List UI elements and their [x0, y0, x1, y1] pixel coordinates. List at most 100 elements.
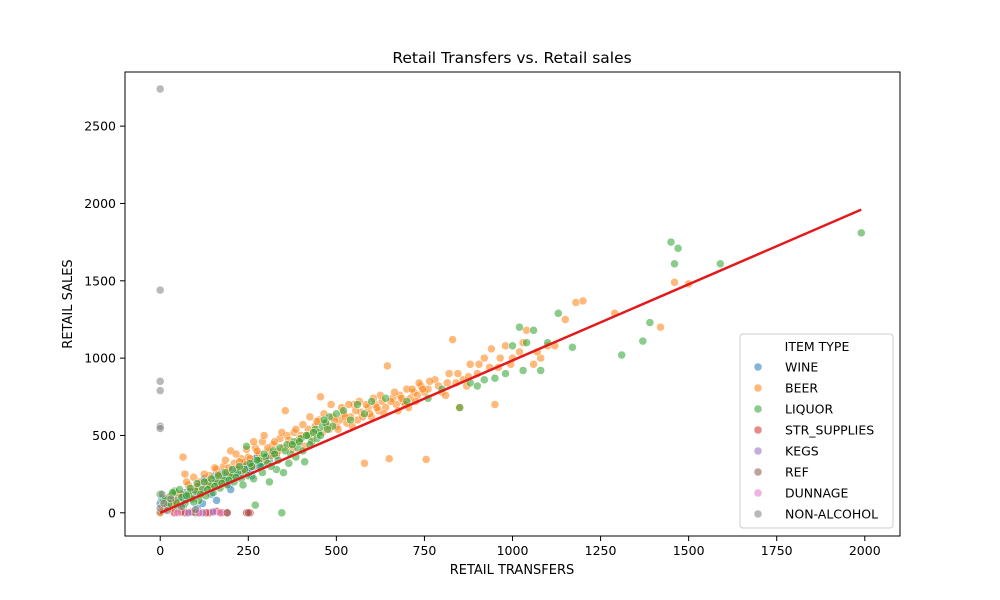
point-liquor-68 — [508, 341, 517, 351]
point-non-alcohol-2 — [155, 377, 165, 386]
point-liquor-128 — [319, 415, 329, 425]
point-wine-65 — [212, 496, 221, 505]
point-beer-147 — [291, 425, 301, 434]
legend-label-5: REF — [785, 465, 809, 480]
point-liquor-84 — [857, 228, 866, 238]
legend-marker-5 — [753, 467, 763, 477]
legend-label-3: STR_SUPPLIES — [785, 423, 874, 438]
point-liquor-25 — [242, 442, 251, 451]
x-tick-label-5: 1250 — [585, 543, 617, 558]
point-liquor-121 — [295, 437, 304, 446]
x-tick-label-6: 1500 — [673, 543, 705, 558]
y-tick-label-0: 0 — [108, 505, 116, 520]
point-liquor-102 — [221, 468, 230, 477]
point-liquor-79 — [645, 318, 655, 327]
point-liquor-96 — [200, 477, 209, 487]
point-beer-156 — [326, 400, 336, 409]
point-non-alcohol-1 — [155, 285, 165, 295]
point-beer-137 — [252, 446, 262, 456]
point-liquor-70 — [518, 366, 528, 375]
point-liquor-76 — [568, 343, 577, 352]
point-beer-62 — [360, 459, 369, 468]
point-beer-81 — [421, 455, 431, 464]
point-beer-70 — [384, 454, 394, 463]
point-liquor-55 — [353, 400, 362, 409]
point-beer-181 — [418, 384, 427, 394]
point-liquor-32 — [265, 477, 274, 487]
point-liquor-91 — [182, 491, 191, 501]
legend-items: WINE BEER LIQUOR STR_SUPPLIES KEGS REF DUNNAGE… — [753, 360, 878, 522]
point-liquor-127 — [316, 431, 325, 440]
point-beer-122 — [200, 469, 209, 479]
point-liquor-92 — [185, 483, 195, 493]
point-liquor-77 — [617, 350, 626, 360]
point-non-alcohol-7 — [159, 499, 169, 508]
point-liquor-28 — [251, 500, 260, 510]
legend-box — [739, 333, 894, 529]
point-beer-189 — [495, 353, 505, 363]
point-liquor-118 — [284, 459, 294, 468]
point-beer-161 — [344, 400, 353, 409]
point-liquor-104 — [228, 465, 237, 474]
legend-marker-7 — [753, 509, 763, 519]
point-beer-107 — [578, 296, 588, 306]
point-liquor-58 — [381, 394, 390, 403]
point-liquor-57 — [367, 397, 376, 406]
point-liquor-83 — [716, 259, 725, 269]
point-beer-95 — [487, 344, 496, 354]
legend-marker-0 — [753, 362, 763, 372]
point-liquor-67 — [501, 369, 510, 378]
point-dunnage-2 — [215, 508, 225, 518]
point-liquor-69 — [515, 322, 524, 332]
point-liquor-98 — [207, 474, 216, 484]
legend-marker-4 — [753, 446, 763, 456]
legend-marker-6 — [753, 488, 763, 498]
point-beer-169 — [372, 403, 382, 412]
point-beer-69 — [383, 361, 392, 371]
legend-item-beer: BEER — [753, 381, 818, 396]
y-axis-label: RETAIL SALES — [61, 259, 76, 348]
point-beer-178 — [407, 384, 417, 394]
point-non-alcohol-3 — [155, 386, 165, 395]
point-beer-92 — [465, 360, 475, 369]
x-tick-label-7: 1750 — [761, 543, 793, 558]
point-beer-136 — [249, 437, 258, 446]
point-liquor-100 — [214, 471, 223, 480]
point-liquor-56 — [360, 409, 369, 419]
point-liquor-75 — [554, 309, 563, 318]
point-liquor-64 — [473, 381, 482, 391]
y-tick-label-2: 1000 — [84, 351, 116, 366]
point-beer-38 — [281, 406, 290, 415]
legend-label-0: WINE — [785, 360, 818, 375]
legend-item-ref: REF — [753, 465, 809, 480]
legend-item-non-alcohol: NON-ALCOHOL — [753, 507, 878, 522]
point-liquor-123 — [302, 431, 311, 440]
point-beer-182 — [425, 377, 434, 386]
point-liquor-71 — [522, 338, 531, 347]
legend-label-4: KEGS — [785, 444, 819, 459]
point-liquor-65 — [480, 375, 489, 385]
point-beer-173 — [390, 387, 399, 397]
point-liquor-82 — [673, 244, 683, 253]
y-tick-label-3: 1500 — [84, 273, 116, 288]
point-beer-109 — [656, 322, 665, 332]
point-liquor-36 — [277, 508, 287, 518]
point-beer-128 — [221, 455, 230, 465]
point-liquor-78 — [638, 336, 648, 346]
regression-layer — [159, 208, 862, 514]
point-beer-142 — [270, 437, 279, 446]
y-tick-label-4: 2000 — [84, 196, 116, 211]
point-non-alcohol-0 — [155, 84, 165, 94]
point-liquor-119 — [288, 440, 297, 449]
x-tick-label-2: 500 — [324, 543, 348, 558]
point-beer-184 — [443, 378, 452, 388]
point-beer-100 — [515, 347, 524, 357]
legend-item-dunnage: DUNNAGE — [753, 486, 848, 501]
point-beer-94 — [480, 353, 489, 363]
points-layer — [155, 84, 866, 518]
point-kegs-0 — [184, 508, 193, 518]
legend-marker-3 — [753, 425, 763, 435]
point-beer-131 — [231, 449, 241, 459]
point-liquor-72 — [529, 326, 538, 335]
